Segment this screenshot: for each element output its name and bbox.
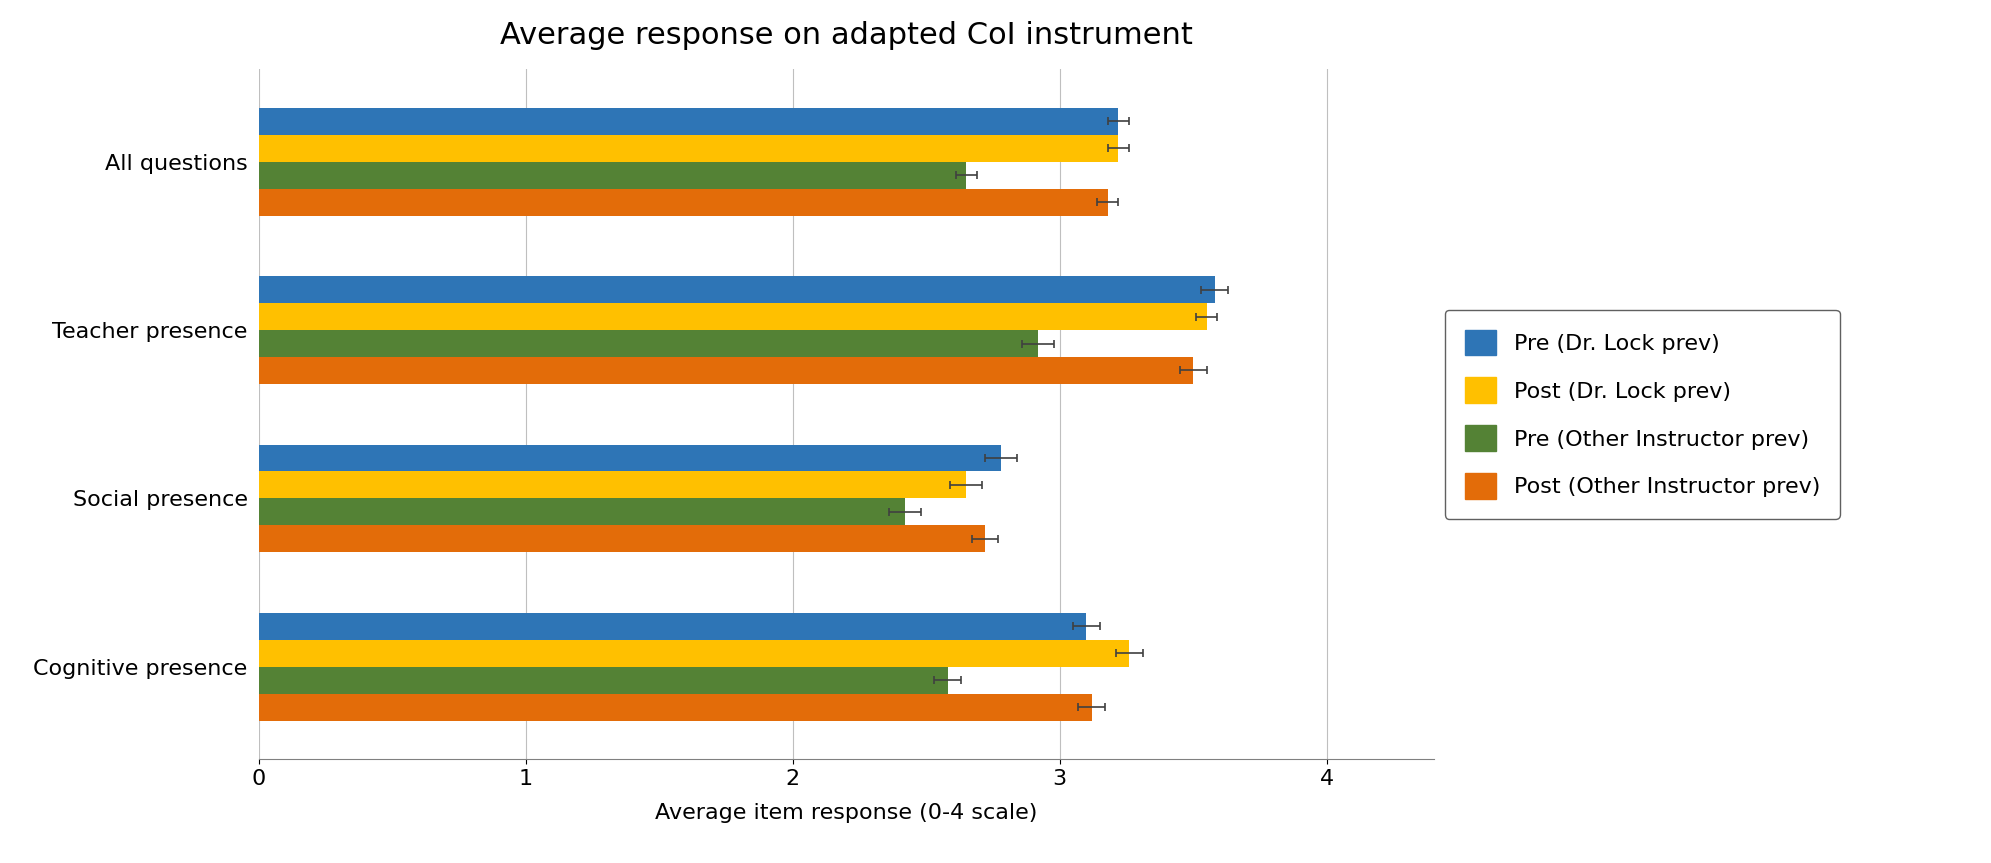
Bar: [259, 444, 1001, 471]
Bar: [259, 161, 966, 189]
Bar: [259, 330, 1039, 357]
Legend: Pre (Dr. Lock prev), Post (Dr. Lock prev), Pre (Other Instructor prev), Post (Ot: Pre (Dr. Lock prev), Post (Dr. Lock prev…: [1445, 310, 1840, 519]
Title: Average response on adapted CoI instrument: Average response on adapted CoI instrume…: [500, 21, 1193, 50]
Bar: [259, 303, 1207, 330]
Bar: [259, 694, 1091, 721]
Bar: [259, 639, 1129, 667]
Bar: [259, 189, 1107, 216]
Bar: [259, 357, 1193, 384]
Bar: [259, 526, 986, 552]
Bar: [259, 471, 966, 499]
Bar: [259, 667, 948, 694]
Bar: [259, 613, 1087, 639]
X-axis label: Average item response (0-4 scale): Average item response (0-4 scale): [655, 803, 1037, 823]
Bar: [259, 135, 1119, 161]
Bar: [259, 108, 1119, 135]
Bar: [259, 276, 1215, 303]
Bar: [259, 499, 904, 526]
